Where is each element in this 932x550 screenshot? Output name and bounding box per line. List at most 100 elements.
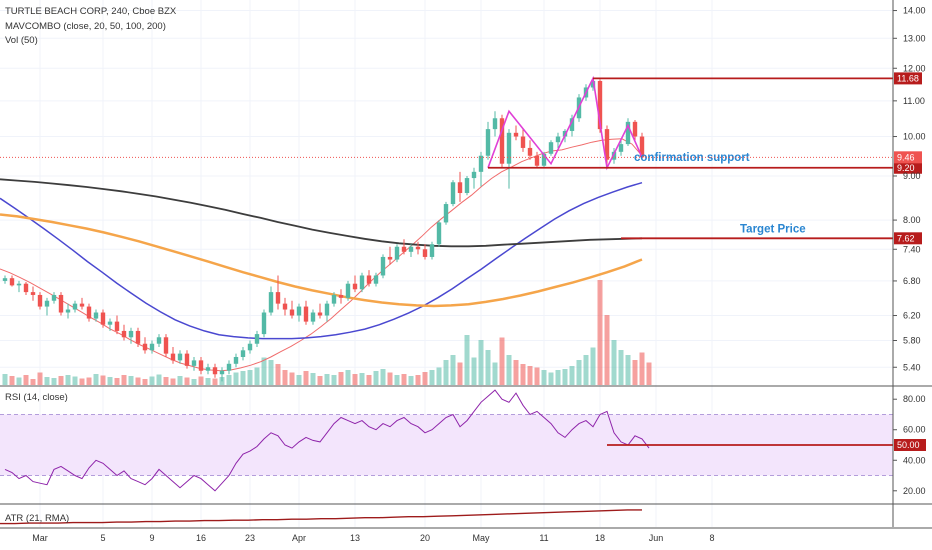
candle-body bbox=[254, 334, 260, 344]
volume-bar bbox=[464, 335, 470, 385]
candle-body bbox=[2, 278, 8, 281]
candle-body bbox=[177, 353, 183, 361]
candle-body bbox=[345, 283, 351, 298]
volume-bar bbox=[499, 337, 505, 385]
volume-bar bbox=[9, 376, 15, 385]
volume-bar bbox=[457, 362, 463, 385]
volume-bar bbox=[534, 367, 540, 385]
candle-body bbox=[625, 121, 631, 145]
volume-bar bbox=[513, 360, 519, 385]
x-tick-label: Jun bbox=[649, 533, 664, 543]
x-tick-label: 20 bbox=[420, 533, 430, 543]
candle-body bbox=[16, 283, 22, 286]
x-tick-label: 13 bbox=[350, 533, 360, 543]
candle-body bbox=[408, 246, 414, 252]
candle-body bbox=[527, 147, 533, 156]
volume-bar bbox=[450, 355, 456, 385]
candle-body bbox=[184, 353, 190, 366]
candle-body bbox=[471, 171, 477, 179]
price-level-label: 11.68 bbox=[897, 73, 919, 83]
candle-body bbox=[128, 330, 134, 338]
volume-bar bbox=[156, 374, 162, 385]
volume-bar bbox=[240, 371, 246, 385]
volume-bar bbox=[184, 377, 190, 385]
rsi-line bbox=[4, 389, 650, 492]
candle-body bbox=[394, 246, 400, 260]
candle-body bbox=[121, 330, 127, 338]
moving-averages bbox=[0, 138, 643, 372]
volume-bar bbox=[541, 370, 547, 385]
candle-body bbox=[30, 292, 36, 295]
candle-body bbox=[443, 204, 449, 223]
volume-bar bbox=[555, 370, 561, 385]
volume-bar bbox=[16, 377, 22, 385]
volume-bar bbox=[114, 378, 120, 385]
candle-body bbox=[9, 278, 15, 286]
candle-body bbox=[611, 151, 617, 160]
volume-bar bbox=[30, 379, 36, 385]
y-tick-label: 9.00 bbox=[903, 171, 921, 181]
candle-body bbox=[72, 303, 78, 310]
candle-body bbox=[513, 132, 519, 137]
volume-bar bbox=[65, 375, 71, 385]
volume-bar bbox=[128, 376, 134, 385]
candle-body bbox=[499, 118, 505, 164]
y-tick-label: 14.00 bbox=[903, 6, 926, 16]
volume-bar bbox=[492, 362, 498, 385]
volume-bars bbox=[2, 280, 652, 385]
volume-bar bbox=[86, 377, 92, 385]
volume-bar bbox=[233, 372, 239, 385]
volume-bar bbox=[387, 372, 393, 385]
volume-bar bbox=[275, 364, 281, 385]
volume-bar bbox=[611, 340, 617, 385]
y-tick-label: 8.00 bbox=[903, 215, 921, 225]
volume-bar bbox=[632, 360, 638, 385]
volume-bar bbox=[394, 375, 400, 385]
rsi-tick-label: 40.00 bbox=[903, 455, 926, 465]
moving-average-line bbox=[0, 178, 643, 248]
candle-body bbox=[114, 321, 120, 331]
moving-average-line bbox=[0, 213, 643, 308]
volume-bar bbox=[51, 378, 57, 385]
x-tick-label: 9 bbox=[149, 533, 154, 543]
volume-bar bbox=[289, 372, 295, 385]
y-tick-label: 12.00 bbox=[903, 63, 926, 73]
volume-bar bbox=[198, 376, 204, 385]
candle-body bbox=[142, 343, 148, 351]
volume-bar bbox=[443, 360, 449, 385]
volume-bar bbox=[100, 375, 106, 385]
candle-body bbox=[429, 244, 435, 257]
candle-body bbox=[639, 136, 645, 158]
volume-bar bbox=[254, 367, 260, 385]
candle-body bbox=[240, 350, 246, 357]
volume-bar bbox=[583, 355, 589, 385]
volume-bar bbox=[646, 362, 652, 385]
x-tick-label: 11 bbox=[539, 533, 548, 543]
y-tick-label: 13.00 bbox=[903, 33, 926, 43]
candle-body bbox=[338, 294, 344, 298]
candle-body bbox=[450, 182, 456, 205]
volume-bar bbox=[478, 340, 484, 385]
candle-body bbox=[205, 367, 211, 371]
candle-body bbox=[485, 129, 491, 156]
volume-bar bbox=[149, 376, 155, 385]
candle-body bbox=[198, 360, 204, 371]
candle-body bbox=[149, 343, 155, 351]
volume-bar bbox=[590, 347, 596, 385]
candle-body bbox=[289, 309, 295, 316]
candle-body bbox=[93, 312, 99, 319]
candle-body bbox=[268, 292, 274, 313]
volume-bar bbox=[142, 379, 148, 385]
volume-bar bbox=[625, 355, 631, 385]
volume-bar bbox=[317, 376, 323, 385]
volume-bar bbox=[373, 371, 379, 385]
candle-body bbox=[422, 249, 428, 257]
volume-bar bbox=[72, 376, 78, 385]
candle-body bbox=[44, 300, 50, 307]
atr-panel bbox=[0, 509, 642, 525]
candle-body bbox=[275, 292, 281, 304]
candle-body bbox=[506, 132, 512, 164]
volume-bar bbox=[331, 375, 337, 385]
candle-body bbox=[590, 80, 596, 88]
